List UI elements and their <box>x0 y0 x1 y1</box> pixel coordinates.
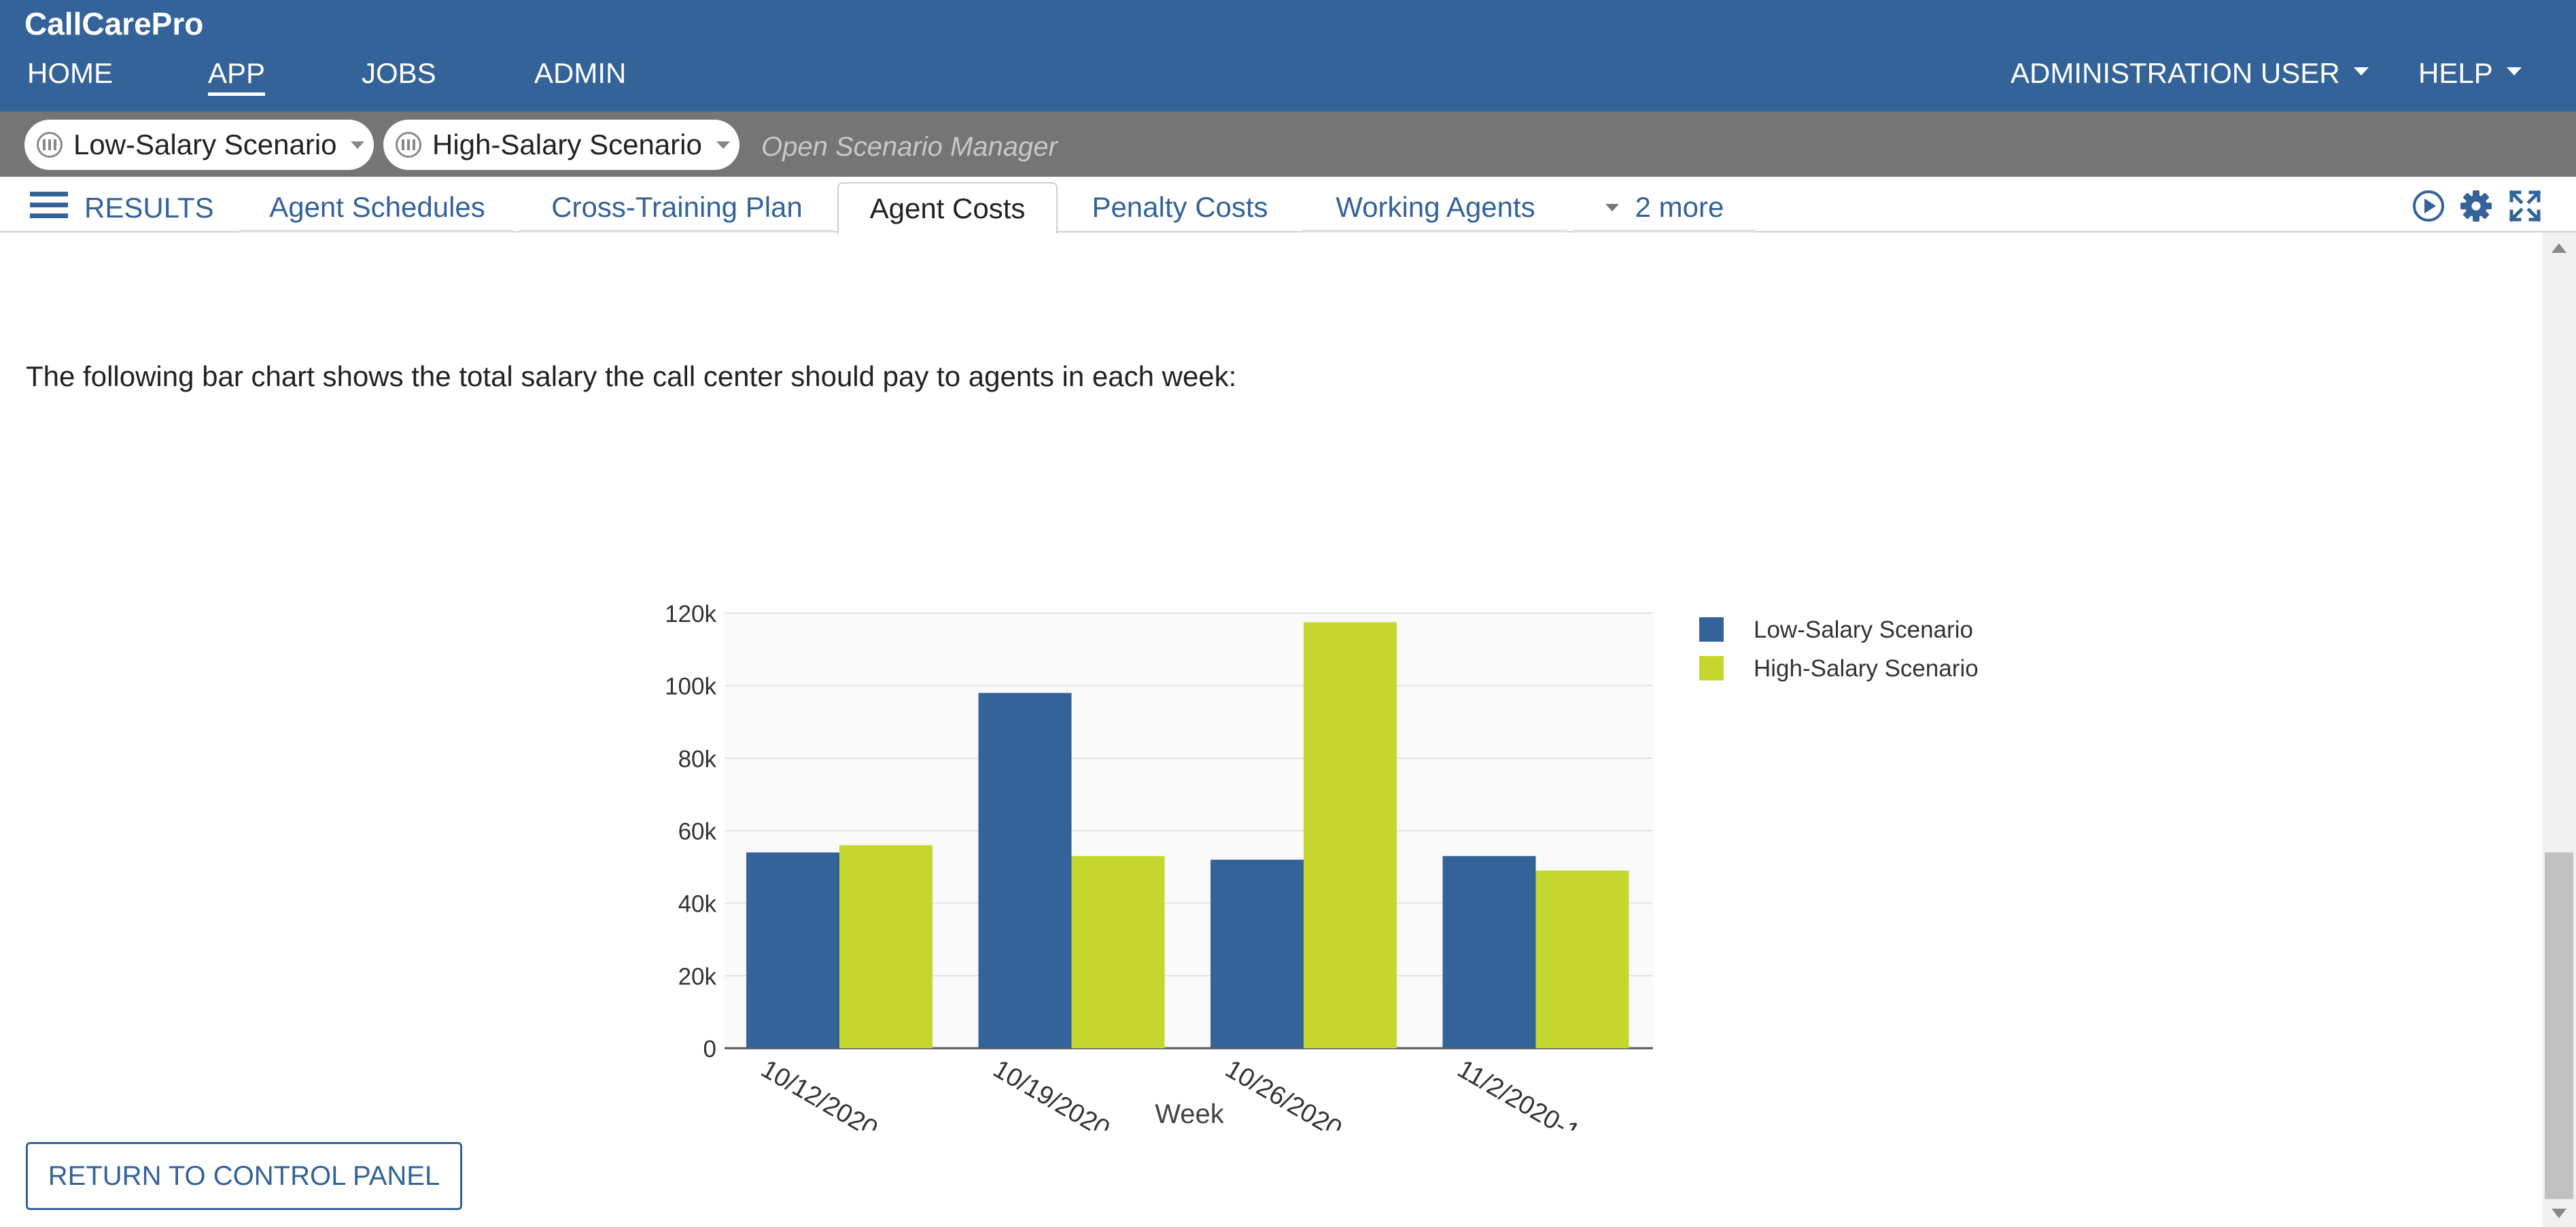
bar-low-1[interactable] <box>978 693 1072 1048</box>
open-scenario-manager[interactable]: Open Scenario Manager <box>761 132 1058 162</box>
tab-agent-costs[interactable]: Agent Costs <box>837 182 1058 234</box>
play-icon[interactable] <box>2412 189 2446 223</box>
chevron-down-icon <box>716 141 730 149</box>
tab-penalty-costs[interactable]: Penalty Costs <box>1092 191 1268 223</box>
legend-swatch <box>1699 617 1724 642</box>
legend-label: High-Salary Scenario <box>1754 655 1979 682</box>
results-label[interactable]: RESULTS <box>84 192 214 224</box>
tab-underline <box>239 230 514 232</box>
x-tick-label: 11/2/2020-1 <box>1452 1054 1584 1147</box>
x-tick-label: 10/19/2020 <box>988 1054 1115 1143</box>
expand-icon[interactable] <box>2508 189 2542 223</box>
help-menu[interactable]: HELP <box>2418 57 2522 90</box>
scrollbar[interactable] <box>2542 232 2576 1227</box>
chart-legend: Low-Salary Scenario High-Salary Scenario <box>1699 617 1979 682</box>
scroll-thumb[interactable] <box>2545 852 2573 1199</box>
x-tick-label: 10/12/2020 <box>756 1054 883 1143</box>
chevron-down-icon <box>2353 67 2369 75</box>
y-tick-label: 80k <box>678 746 717 772</box>
x-tick-label: 10/26/2020 <box>1221 1054 1347 1143</box>
tab-underline <box>1573 230 1756 232</box>
chevron-down-icon <box>2506 67 2522 75</box>
scenario-icon <box>396 132 421 158</box>
scroll-down-icon[interactable] <box>2552 1209 2566 1218</box>
bar-low-0[interactable] <box>746 852 839 1048</box>
intro-text: The following bar chart shows the total … <box>26 360 1237 392</box>
y-tick-label: 0 <box>703 1036 716 1062</box>
x-axis-title: Week <box>1155 1099 1225 1129</box>
scenario-label: High-Salary Scenario <box>432 128 702 160</box>
results-tab-bar: RESULTS Agent Schedules Cross-Training P… <box>0 177 2576 234</box>
more-label: 2 more <box>1635 191 1724 223</box>
scroll-up-icon[interactable] <box>2552 243 2566 253</box>
y-tick-label: 20k <box>678 963 717 990</box>
nav-jobs[interactable]: JOBS <box>362 57 436 89</box>
bar-high-3[interactable] <box>1535 870 1629 1048</box>
nav-admin[interactable]: ADMIN <box>534 57 627 89</box>
nav-home[interactable]: HOME <box>27 57 113 89</box>
tab-cross-training-plan[interactable]: Cross-Training Plan <box>551 191 803 223</box>
return-to-control-panel-button[interactable]: RETURN TO CONTROL PANEL <box>26 1142 462 1210</box>
gear-icon[interactable] <box>2459 189 2493 223</box>
bar-low-3[interactable] <box>1442 856 1536 1048</box>
tab-underline <box>1302 230 1567 232</box>
chevron-down-icon <box>1605 203 1619 211</box>
y-tick-label: 120k <box>665 601 716 627</box>
user-menu[interactable]: ADMINISTRATION USER <box>2011 57 2369 90</box>
chevron-down-icon <box>351 141 364 149</box>
tab-working-agents[interactable]: Working Agents <box>1336 191 1535 223</box>
user-menu-label: ADMINISTRATION USER <box>2011 57 2340 89</box>
app-title: CallCarePro <box>24 6 204 41</box>
legend-swatch <box>1699 656 1724 680</box>
nav-app[interactable]: APP <box>208 57 266 96</box>
y-tick-label: 40k <box>678 891 717 918</box>
legend-label: Low-Salary Scenario <box>1754 617 1973 643</box>
scenario-label: Low-Salary Scenario <box>73 128 337 160</box>
menu-icon[interactable] <box>30 192 68 219</box>
y-tick-label: 100k <box>665 674 716 700</box>
scenario-bar: Low-Salary Scenario High-Salary Scenario… <box>0 111 2576 177</box>
scenario-chip-high[interactable]: High-Salary Scenario <box>383 120 739 170</box>
tab-agent-schedules[interactable]: Agent Schedules <box>269 191 485 223</box>
bar-low-2[interactable] <box>1211 859 1304 1048</box>
tab-underline <box>519 230 833 232</box>
scenario-icon <box>37 132 63 158</box>
bar-high-1[interactable] <box>1071 856 1165 1048</box>
help-menu-label: HELP <box>2418 57 2493 89</box>
top-header: CallCarePro HOME APP JOBS ADMIN ADMINIST… <box>0 0 2576 111</box>
scenario-chip-low[interactable]: Low-Salary Scenario <box>24 120 374 170</box>
bar-high-0[interactable] <box>839 845 933 1048</box>
y-tick-label: 60k <box>678 818 717 845</box>
tab-more[interactable]: 2 more <box>1573 182 1756 232</box>
bar-high-2[interactable] <box>1304 622 1397 1048</box>
